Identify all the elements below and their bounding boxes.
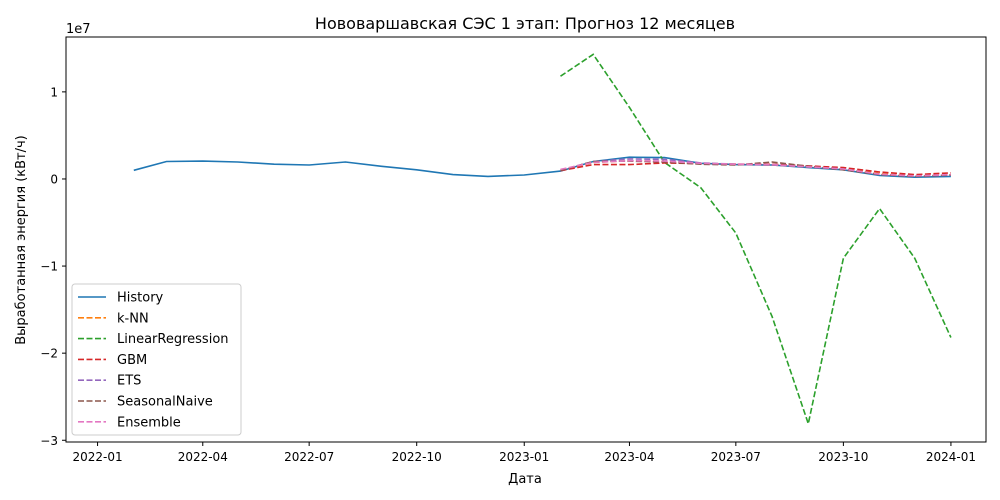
series-line-gbm <box>560 162 951 176</box>
x-tick-label: 2023-01 <box>499 450 549 464</box>
x-tick-label: 2023-04 <box>604 450 654 464</box>
legend-label-ets: ETS <box>117 374 141 389</box>
series-line-ensemble <box>560 159 951 177</box>
axis-ticks: 2022-01 2022-04 2022-07 2022-10 2023-01 2023-… <box>40 85 976 464</box>
x-tick-label: 2023-10 <box>818 450 868 464</box>
x-tick-label: 2024-01 <box>926 450 976 464</box>
legend-box <box>71 283 242 436</box>
x-tick-label: 2022-07 <box>284 450 334 464</box>
y-tick-label: −2 <box>40 347 58 361</box>
legend-label-linearregression: LinearRegression <box>117 332 229 347</box>
x-axis-label: Дата <box>508 472 542 487</box>
x-tick-label: 2022-01 <box>72 450 122 464</box>
y-tick-label: −1 <box>40 260 58 274</box>
legend-label-gbm: GBM <box>117 353 147 368</box>
plot-area-frame <box>65 36 987 443</box>
chart-title: Нововаршавская СЭС 1 этап: Прогноз 12 ме… <box>315 14 735 33</box>
x-tick-label: 2022-10 <box>392 450 442 464</box>
y-offset-label: 1e7 <box>66 22 91 37</box>
legend-label-ensemble: Ensemble <box>117 415 181 430</box>
y-tick-label: 1 <box>50 85 58 99</box>
legend: History k-NN LinearRegression GBM ETS Seasona… <box>71 283 242 436</box>
legend-label-seasonalnaive: SeasonalNaive <box>117 395 213 410</box>
y-tick-label: 0 <box>50 172 58 186</box>
legend-label-k-nn: k-NN <box>117 311 149 326</box>
x-tick-label: 2022-04 <box>178 450 228 464</box>
y-axis-label: Выработанная энергия (кВт/ч) <box>14 135 29 345</box>
series-line-linearregression <box>560 53 952 427</box>
y-tick-label: −3 <box>40 434 58 448</box>
x-tick-label: 2023-07 <box>711 450 761 464</box>
series-lines <box>133 53 952 427</box>
legend-label-history: History <box>117 291 164 306</box>
